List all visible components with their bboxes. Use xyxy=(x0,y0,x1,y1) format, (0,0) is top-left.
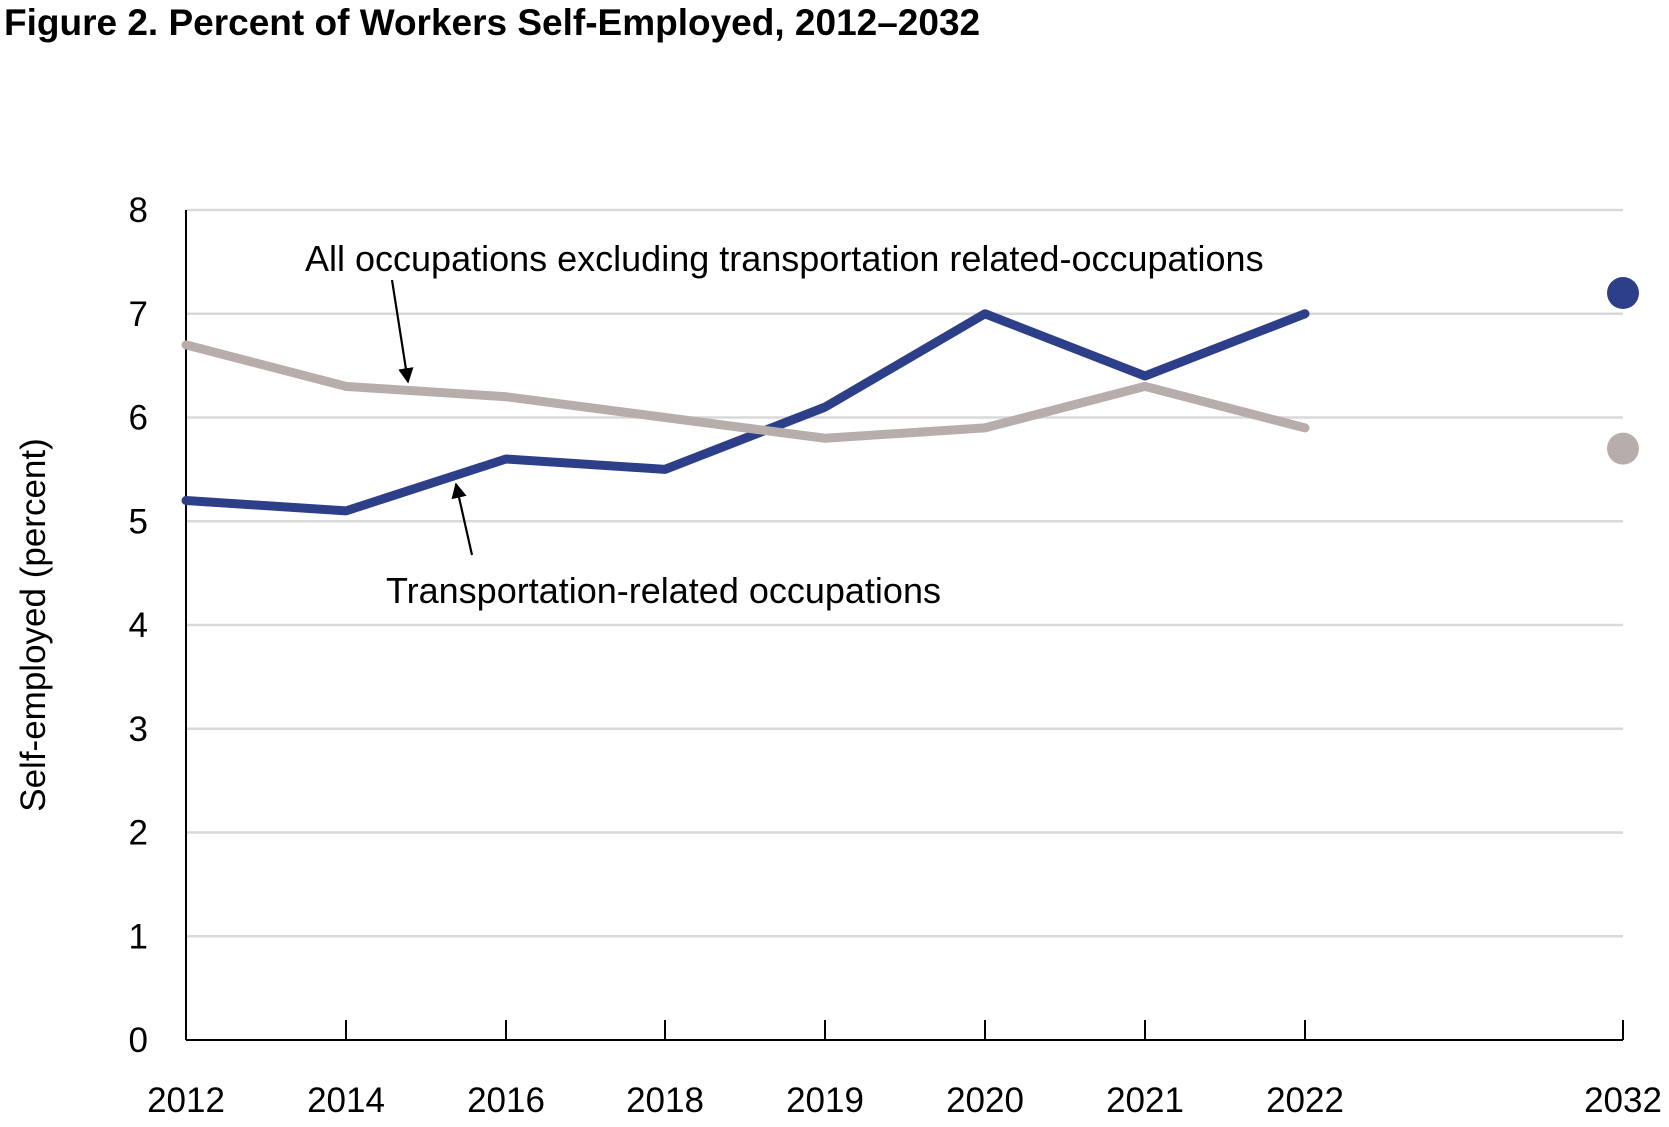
series-annotation-label: All occupations excluding transportation… xyxy=(305,238,1264,279)
projection-point-0 xyxy=(1607,277,1639,309)
y-tick-label: 0 xyxy=(129,1021,148,1060)
x-tick-label: 2020 xyxy=(946,1081,1024,1120)
series-annotation-label: Transportation-related occupations xyxy=(386,570,941,611)
x-tick-label: 2021 xyxy=(1106,1081,1184,1120)
gridlines xyxy=(186,208,1623,938)
y-axis-title: Self-employed (percent) xyxy=(14,438,53,812)
annotation-arrow xyxy=(390,279,414,384)
y-tick-label: 7 xyxy=(129,295,148,334)
y-tick-label: 8 xyxy=(129,191,148,230)
x-tick-label: 2018 xyxy=(626,1081,704,1120)
series-line-0 xyxy=(181,309,1310,516)
x-tick-label: 2032 xyxy=(1584,1081,1662,1120)
annotation-arrow xyxy=(451,482,474,556)
axes: 0 1 2 3 4 5 6 7 8 2012 2014 2016 2018 2019 2020 2021 202… xyxy=(14,191,1662,1120)
series-lines xyxy=(181,277,1639,516)
y-tick-label: 2 xyxy=(129,814,148,853)
annotations: All occupations excluding transportation… xyxy=(305,238,1264,611)
series-line-1 xyxy=(181,340,1310,443)
chart-title: Figure 2. Percent of Workers Self-Employ… xyxy=(4,2,981,43)
x-tick-label: 2012 xyxy=(147,1081,225,1120)
projection-point-1 xyxy=(1607,432,1639,465)
x-tick-label: 2022 xyxy=(1266,1081,1344,1120)
x-tick-label: 2019 xyxy=(786,1081,864,1120)
y-tick-label: 6 xyxy=(129,399,148,438)
y-tick-label: 3 xyxy=(129,710,148,749)
y-tick-label: 1 xyxy=(129,917,148,956)
x-tick-label: 2014 xyxy=(307,1081,385,1120)
y-tick-label: 4 xyxy=(129,606,148,645)
x-tick-label: 2016 xyxy=(467,1081,545,1120)
y-tick-label: 5 xyxy=(129,502,148,541)
